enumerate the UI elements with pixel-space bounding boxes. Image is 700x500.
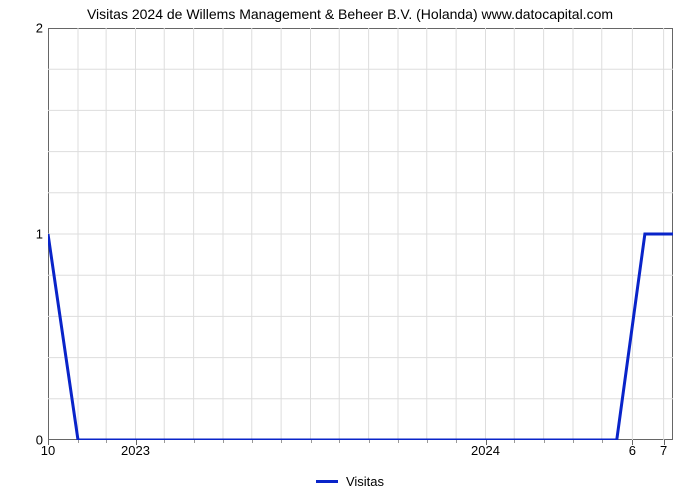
x-tick-mark bbox=[632, 440, 633, 445]
x-tick-mark bbox=[48, 440, 49, 445]
x-tick-mark bbox=[398, 440, 399, 443]
plot-area bbox=[48, 28, 673, 440]
legend: Visitas bbox=[0, 474, 700, 489]
x-tick-mark bbox=[602, 440, 603, 443]
x-tick-mark bbox=[339, 440, 340, 443]
chart-title: Visitas 2024 de Willems Management & Beh… bbox=[0, 6, 700, 22]
x-tick-extra-6: 6 bbox=[629, 443, 636, 458]
x-tick-mark bbox=[573, 440, 574, 443]
x-major-2023: 2023 bbox=[121, 443, 150, 458]
y-tick-1: 1 bbox=[36, 227, 43, 242]
x-tick-extra-7: 7 bbox=[660, 443, 667, 458]
x-tick-mark bbox=[486, 440, 487, 445]
chart-container: Visitas 2024 de Willems Management & Beh… bbox=[0, 0, 700, 500]
x-major-2024: 2024 bbox=[471, 443, 500, 458]
x-tick-mark bbox=[427, 440, 428, 443]
x-tick-mark bbox=[514, 440, 515, 443]
x-tick-mark bbox=[164, 440, 165, 443]
x-tick-mark bbox=[311, 440, 312, 443]
x-tick-mark bbox=[664, 440, 665, 445]
x-tick-mark bbox=[223, 440, 224, 443]
series-line bbox=[48, 234, 673, 440]
x-tick-mark bbox=[136, 440, 137, 445]
x-tick-mark bbox=[281, 440, 282, 443]
chart-svg bbox=[48, 28, 673, 440]
x-tick-mark bbox=[544, 440, 545, 443]
legend-swatch bbox=[316, 480, 338, 483]
x-tick-extra-left: 10 bbox=[41, 443, 55, 458]
x-tick-mark bbox=[78, 440, 79, 443]
x-tick-mark bbox=[456, 440, 457, 443]
x-tick-mark bbox=[106, 440, 107, 443]
x-tick-mark bbox=[369, 440, 370, 443]
y-tick-2: 2 bbox=[36, 21, 43, 36]
x-tick-mark bbox=[252, 440, 253, 443]
legend-label: Visitas bbox=[346, 474, 384, 489]
x-tick-mark bbox=[194, 440, 195, 443]
